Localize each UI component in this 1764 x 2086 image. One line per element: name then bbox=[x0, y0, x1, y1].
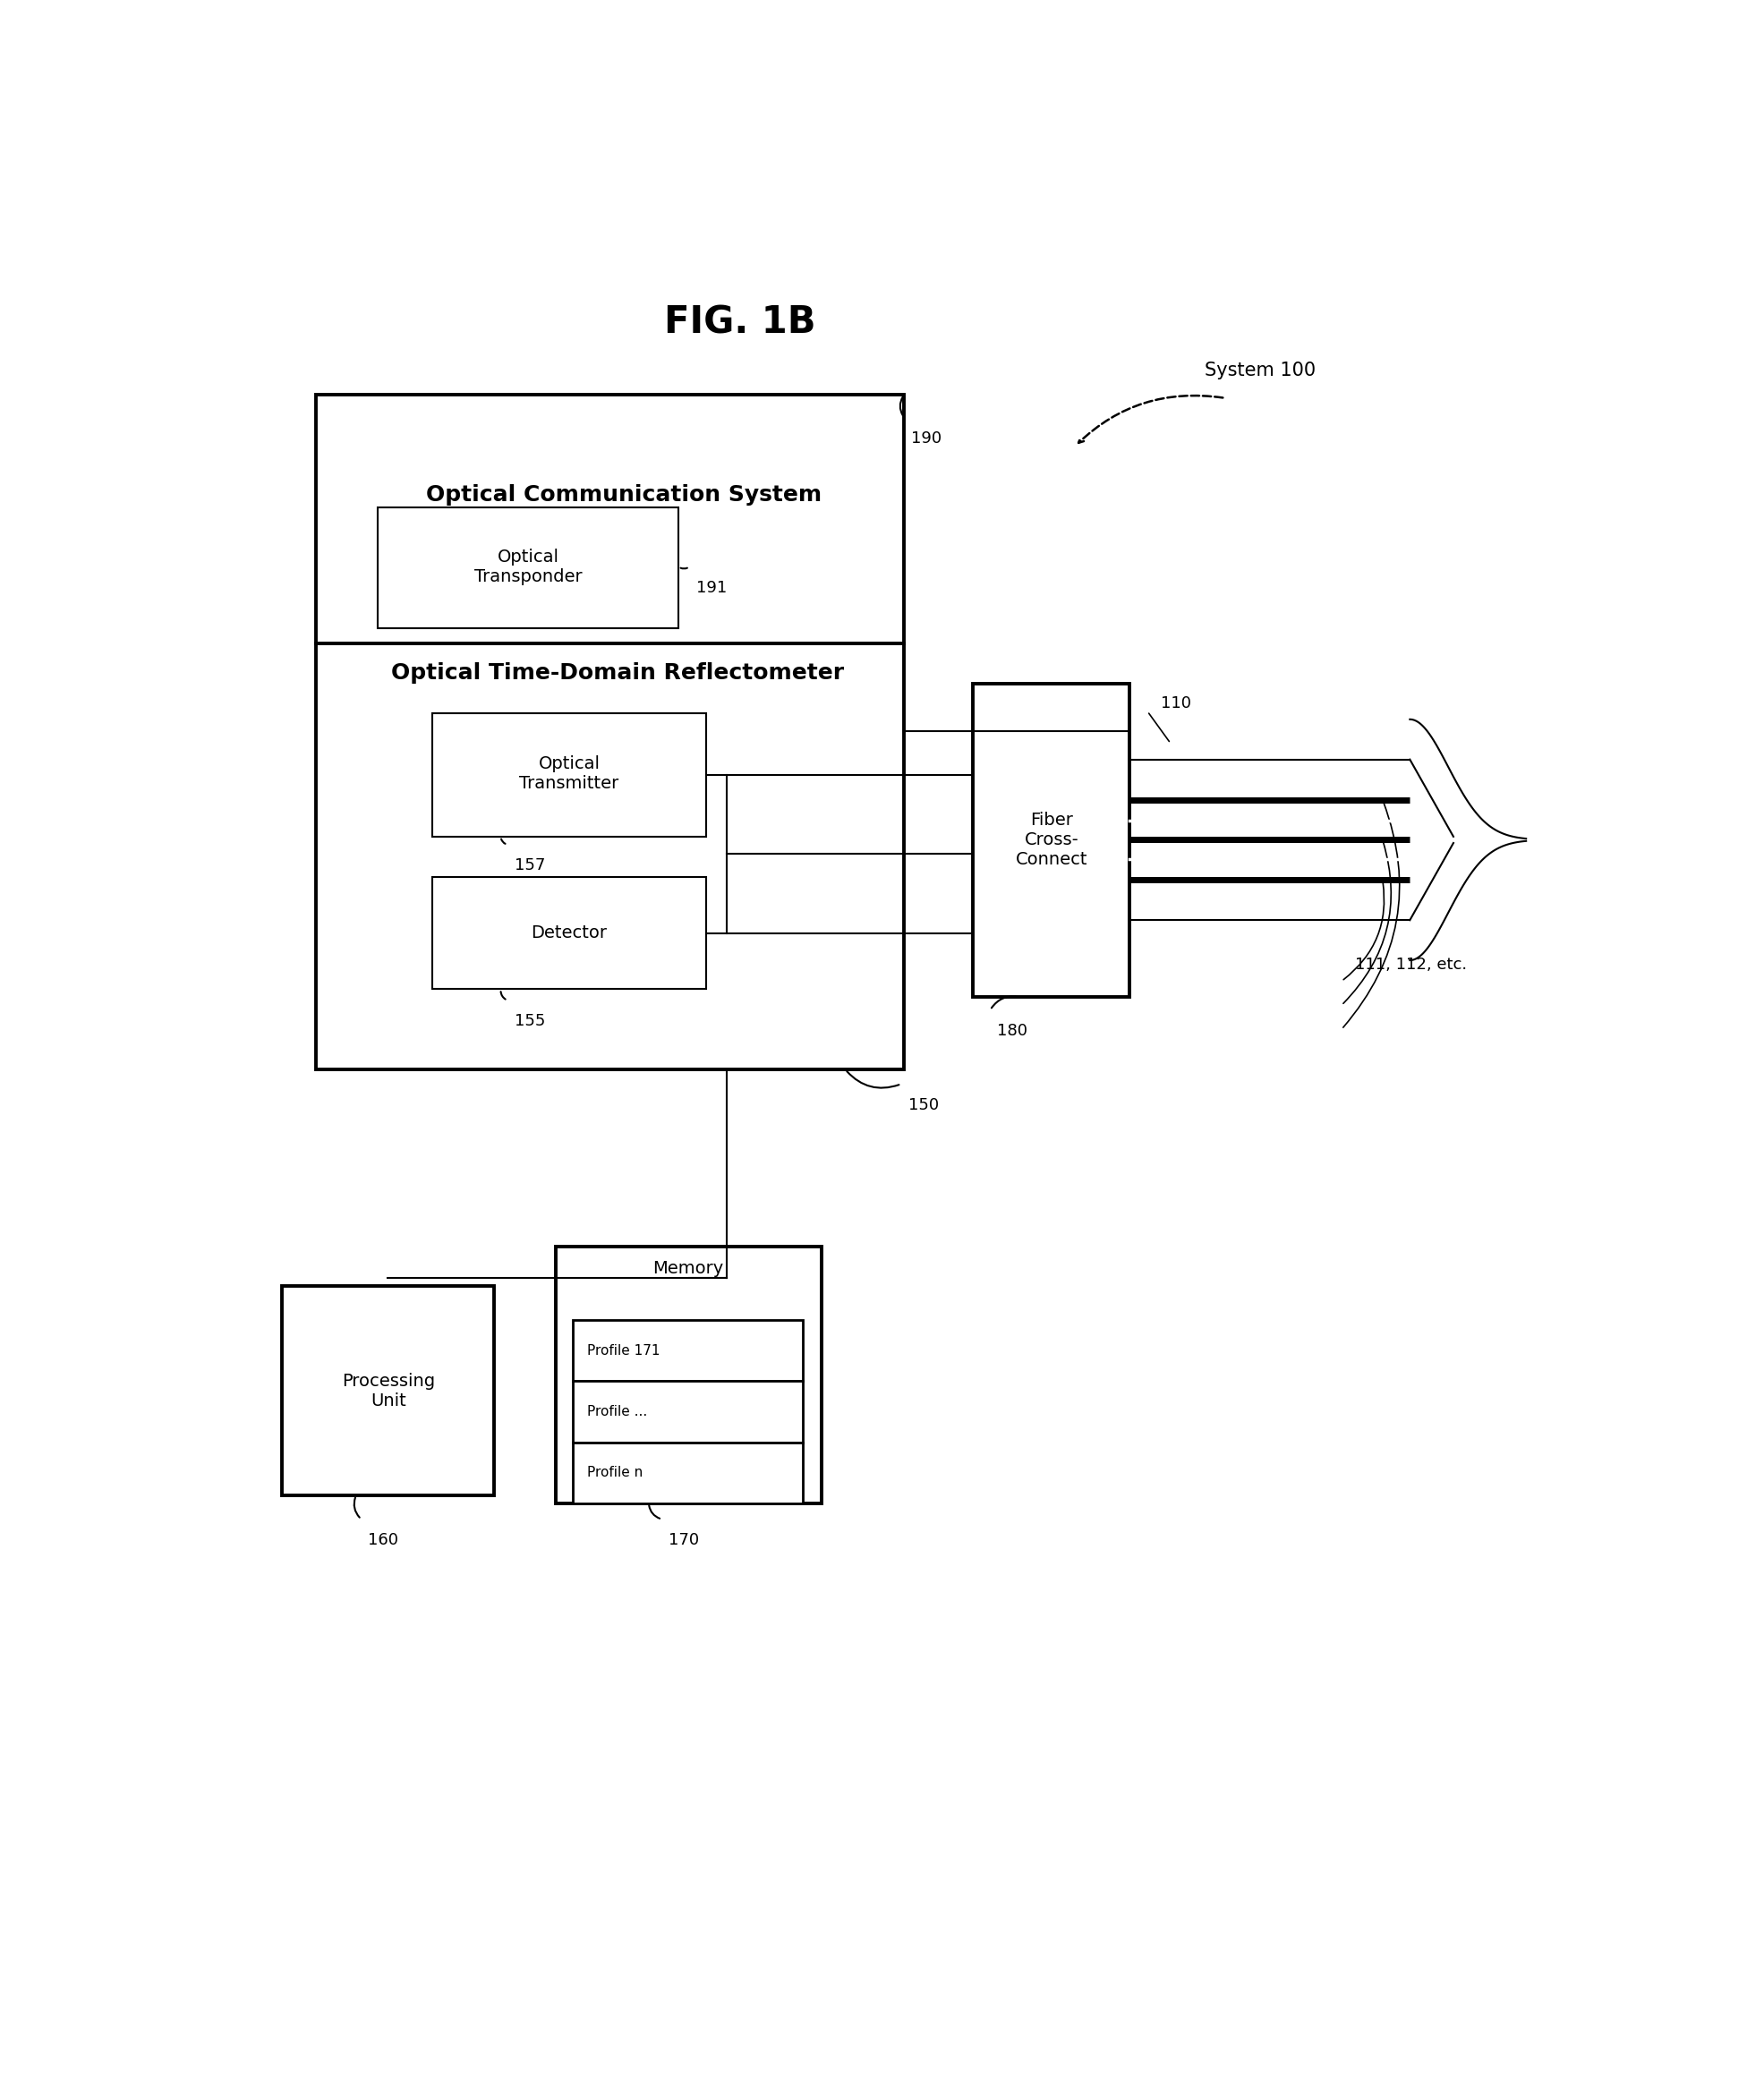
Text: 160: 160 bbox=[369, 1531, 399, 1548]
Bar bbox=[573, 1441, 803, 1504]
Bar bbox=[573, 1320, 803, 1381]
Text: 191: 191 bbox=[697, 580, 727, 597]
Bar bbox=[573, 1381, 803, 1441]
Bar bbox=[316, 645, 903, 1070]
Text: Detector: Detector bbox=[531, 924, 607, 941]
Text: 155: 155 bbox=[515, 1014, 545, 1028]
Bar bbox=[282, 1287, 494, 1496]
Text: Fiber
Cross-
Connect: Fiber Cross- Connect bbox=[1016, 811, 1088, 868]
Bar bbox=[556, 1245, 822, 1504]
Text: Memory: Memory bbox=[653, 1260, 723, 1277]
Text: Optical Time-Domain Reflectometer: Optical Time-Domain Reflectometer bbox=[392, 661, 845, 684]
Text: Optical Communication System: Optical Communication System bbox=[425, 484, 822, 505]
Text: FIG. 1B: FIG. 1B bbox=[665, 305, 815, 342]
Text: Processing
Unit: Processing Unit bbox=[342, 1373, 436, 1408]
Text: System 100: System 100 bbox=[1205, 361, 1316, 380]
Text: Profile ...: Profile ... bbox=[587, 1404, 647, 1418]
Text: 157: 157 bbox=[515, 857, 545, 874]
Text: 190: 190 bbox=[910, 430, 942, 446]
Bar bbox=[432, 713, 706, 836]
Text: 150: 150 bbox=[908, 1097, 938, 1114]
Bar bbox=[316, 394, 903, 645]
Text: Optical
Transmitter: Optical Transmitter bbox=[519, 755, 619, 793]
Text: 170: 170 bbox=[669, 1531, 700, 1548]
Text: 110: 110 bbox=[1161, 695, 1191, 711]
Text: Optical
Transponder: Optical Transponder bbox=[475, 549, 582, 584]
Text: Profile n: Profile n bbox=[587, 1466, 642, 1479]
Bar bbox=[432, 876, 706, 989]
Bar bbox=[972, 684, 1129, 997]
Text: 180: 180 bbox=[997, 1022, 1027, 1039]
Text: 111, 112, etc.: 111, 112, etc. bbox=[1355, 957, 1468, 974]
Bar bbox=[377, 507, 679, 628]
Text: Profile 171: Profile 171 bbox=[587, 1343, 660, 1358]
